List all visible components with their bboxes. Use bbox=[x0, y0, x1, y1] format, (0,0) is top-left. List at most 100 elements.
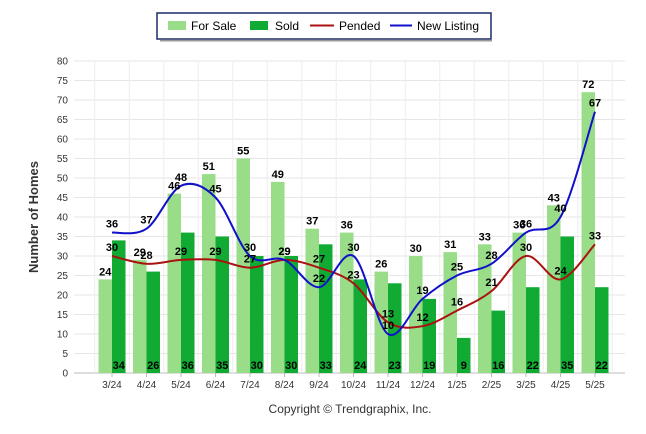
label-sold: 36 bbox=[182, 360, 194, 372]
x-tick-label: 7/24 bbox=[240, 380, 260, 391]
x-tick-label: 5/24 bbox=[171, 380, 191, 391]
x-tick-label: 1/25 bbox=[447, 380, 467, 391]
bars bbox=[98, 92, 609, 373]
y-tick-label-15: 15 bbox=[57, 310, 69, 321]
y-tick-label-70: 70 bbox=[57, 96, 69, 107]
label-sold: 30 bbox=[251, 360, 263, 372]
label-for-sale: 46 bbox=[168, 181, 180, 193]
y-tick-label-40: 40 bbox=[57, 213, 69, 224]
label-new-listing: 67 bbox=[589, 98, 601, 110]
bar-sold bbox=[215, 236, 229, 373]
line-pended bbox=[111, 243, 596, 329]
x-tick-label: 6/24 bbox=[206, 380, 226, 391]
copyright-credit: Copyright © Trendgraphix, Inc. bbox=[269, 402, 432, 416]
label-pended: 28 bbox=[140, 250, 152, 262]
y-tick-label-75: 75 bbox=[57, 76, 69, 87]
bar-for-sale bbox=[340, 232, 354, 373]
line-new-listing bbox=[111, 111, 596, 336]
x-tick-label: 5/25 bbox=[585, 380, 605, 391]
y-tick-label-80: 80 bbox=[57, 57, 69, 68]
label-for-sale: 33 bbox=[479, 231, 491, 243]
label-for-sale: 49 bbox=[272, 169, 284, 181]
label-for-sale: 30 bbox=[410, 243, 422, 255]
x-tick-label: 3/24 bbox=[102, 380, 122, 391]
label-new-listing: 36 bbox=[106, 219, 118, 231]
legend-swatch-for-sale bbox=[168, 21, 186, 30]
label-sold: 30 bbox=[285, 360, 297, 372]
legend-label-new-listing: New Listing bbox=[417, 19, 479, 33]
label-pended: 29 bbox=[175, 246, 187, 258]
bar-sold bbox=[284, 256, 298, 373]
legend-label-pended: Pended bbox=[339, 19, 380, 33]
x-tick-label: 10/24 bbox=[341, 380, 366, 391]
bar-for-sale bbox=[271, 181, 285, 373]
data-labels: 2434303629262837463629485135294555302730… bbox=[99, 79, 608, 372]
label-for-sale: 43 bbox=[548, 192, 560, 204]
label-new-listing: 22 bbox=[313, 273, 325, 285]
label-pended: 29 bbox=[209, 246, 221, 258]
label-sold: 35 bbox=[216, 360, 228, 372]
label-for-sale: 24 bbox=[99, 266, 112, 278]
bar-sold bbox=[146, 271, 160, 373]
bar-for-sale bbox=[236, 158, 250, 373]
label-for-sale: 29 bbox=[134, 247, 146, 259]
x-axis-ticks: 3/24 4/24 5/24 6/24 7/24 8/24 9/24 10/24 11/24 12… bbox=[102, 373, 605, 391]
bar-for-sale bbox=[547, 205, 561, 373]
bar-for-sale bbox=[133, 259, 147, 373]
bar-for-sale bbox=[512, 232, 526, 373]
label-for-sale: 51 bbox=[203, 161, 215, 173]
label-pended: 23 bbox=[347, 269, 359, 281]
label-sold: 24 bbox=[354, 360, 367, 372]
bar-for-sale bbox=[98, 279, 112, 373]
label-sold: 33 bbox=[320, 360, 332, 372]
legend-swatch-sold bbox=[250, 21, 268, 30]
y-axis-title: Number of Homes bbox=[26, 161, 41, 273]
label-pended: 33 bbox=[589, 230, 601, 242]
label-pended: 30 bbox=[520, 242, 532, 254]
bar-sold bbox=[353, 279, 367, 373]
bar-sold bbox=[491, 310, 505, 373]
label-pended: 16 bbox=[451, 297, 463, 309]
bar-sold bbox=[319, 244, 333, 373]
bar-sold bbox=[457, 337, 471, 373]
bar-for-sale bbox=[167, 193, 181, 373]
label-new-listing: 48 bbox=[175, 172, 187, 184]
label-new-listing: 10 bbox=[382, 320, 394, 332]
label-sold: 34 bbox=[113, 360, 126, 372]
y-tick-label-55: 55 bbox=[57, 154, 69, 165]
y-tick-label-20: 20 bbox=[57, 291, 69, 302]
label-new-listing: 30 bbox=[347, 242, 359, 254]
bar-sold bbox=[595, 287, 609, 373]
label-pended: 24 bbox=[554, 265, 567, 277]
y-tick-label-30: 30 bbox=[57, 252, 69, 263]
label-new-listing: 30 bbox=[244, 242, 256, 254]
label-for-sale: 31 bbox=[444, 239, 456, 251]
bar-sold bbox=[388, 283, 402, 373]
label-pended: 30 bbox=[106, 242, 118, 254]
label-pended: 27 bbox=[313, 254, 325, 266]
label-sold: 35 bbox=[561, 360, 573, 372]
label-sold: 19 bbox=[423, 360, 435, 372]
label-sold: 9 bbox=[461, 360, 467, 372]
bar-sold bbox=[181, 232, 195, 373]
label-for-sale: 37 bbox=[306, 216, 318, 228]
label-for-sale: 72 bbox=[582, 79, 594, 91]
label-new-listing: 19 bbox=[416, 285, 428, 297]
y-tick-label-10: 10 bbox=[57, 330, 69, 341]
bar-for-sale bbox=[478, 244, 492, 373]
y-tick-label-0: 0 bbox=[62, 369, 68, 380]
x-tick-label: 11/24 bbox=[376, 380, 401, 391]
label-new-listing: 45 bbox=[209, 184, 221, 196]
label-new-listing: 36 bbox=[520, 219, 532, 231]
label-new-listing: 29 bbox=[278, 246, 290, 258]
x-tick-label: 2/25 bbox=[482, 380, 502, 391]
x-tick-label: 4/25 bbox=[551, 380, 571, 391]
bar-sold bbox=[422, 298, 436, 373]
label-new-listing: 40 bbox=[554, 203, 566, 215]
bar-sold bbox=[560, 236, 574, 373]
label-pended: 27 bbox=[244, 254, 256, 266]
bar-for-sale bbox=[202, 174, 216, 373]
y-tick-label-45: 45 bbox=[57, 193, 69, 204]
y-tick-label-35: 35 bbox=[57, 232, 69, 243]
